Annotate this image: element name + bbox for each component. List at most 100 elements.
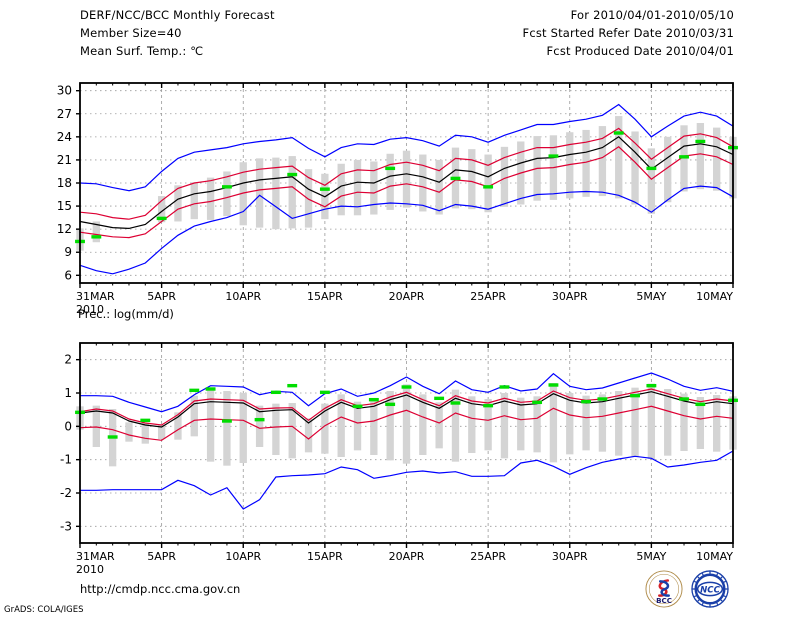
observed-markers xyxy=(75,131,738,244)
spread-box xyxy=(141,423,149,444)
member-size-label: Member Size=40 xyxy=(80,26,182,40)
spread-box xyxy=(386,153,394,210)
spread-box xyxy=(419,154,427,212)
spread-box xyxy=(353,401,362,451)
spread-box xyxy=(566,132,574,199)
spread-box xyxy=(402,150,411,208)
spread-box xyxy=(566,393,574,455)
spread-box xyxy=(157,425,166,439)
website-url[interactable]: http://cmdp.ncc.cma.gov.cn xyxy=(80,582,241,596)
forecast-produced-date: Fcst Produced Date 2010/04/01 xyxy=(546,44,734,58)
precipitation-axis-label: Prec.: log(mm/d) xyxy=(78,307,174,321)
y-tick-label: -3 xyxy=(60,519,72,533)
y-tick-label: 1 xyxy=(64,386,72,400)
y-tick-label: 15 xyxy=(57,199,72,213)
spread-box xyxy=(288,403,296,459)
y-tick-label: 30 xyxy=(57,84,72,98)
spread-box xyxy=(190,182,198,220)
spread-box xyxy=(468,149,476,210)
spread-box xyxy=(321,403,329,454)
spread-box xyxy=(696,397,705,449)
x-tick-label: 10APR xyxy=(225,550,261,563)
spread-box xyxy=(370,161,378,215)
series-line-mean xyxy=(79,391,734,428)
x-tick-label: 5APR xyxy=(147,290,176,303)
spread-boxes xyxy=(76,383,737,467)
x-axis-year-label: 2010 xyxy=(76,303,104,316)
y-tick-label: -1 xyxy=(60,453,72,467)
spread-box xyxy=(615,391,623,456)
forecast-range-label: For 2010/04/01-2010/05/10 xyxy=(570,8,734,22)
page-title: DERF/NCC/BCC Monthly Forecast xyxy=(80,8,275,22)
chart-panel-precipitation: -3 -2 -1 0 1 2 31MAR 5APR 10APR 15APR 20APR 25APR 30… xyxy=(60,342,738,576)
series-line-p25 xyxy=(79,405,734,441)
series-line-max xyxy=(79,103,734,192)
grads-credit: GrADS: COLA/IGES xyxy=(4,605,84,615)
spread-box xyxy=(435,159,443,215)
spread-box xyxy=(680,393,688,451)
x-tick-label: 15APR xyxy=(307,550,343,563)
forecast-refer-date: Fcst Started Refer Date 2010/03/31 xyxy=(522,26,734,40)
x-tick-label: 5MAY xyxy=(636,550,666,563)
spread-box xyxy=(174,412,182,440)
y-tick-label: -2 xyxy=(60,486,72,500)
series-line-p75 xyxy=(79,388,734,426)
spread-box xyxy=(370,399,378,455)
spread-box xyxy=(696,123,705,190)
x-tick-label: 5APR xyxy=(147,550,176,563)
spread-box xyxy=(484,154,492,213)
x-tick-label: 30APR xyxy=(552,290,588,303)
spread-box xyxy=(239,162,247,226)
chart-panel-temperature: 6 9 12 15 18 21 24 27 30 31MAR 5APR 10APR 15APR 20APR… xyxy=(57,82,738,316)
x-tick-label: 5MAY xyxy=(636,290,666,303)
svg-text:NCC: NCC xyxy=(700,585,720,595)
x-tick-label: 30APR xyxy=(552,550,588,563)
agency-logos: BCC NCC xyxy=(645,570,740,608)
spread-box xyxy=(223,171,231,217)
spread-box xyxy=(549,383,558,463)
spread-box xyxy=(255,158,264,228)
y-tick-label: 2 xyxy=(64,353,72,367)
x-tick-label: 31MAR xyxy=(76,550,115,563)
series-line-min xyxy=(80,450,734,510)
x-tick-label: 20APR xyxy=(389,550,425,563)
series-line-mean xyxy=(79,136,734,230)
ncc-logo-icon: NCC xyxy=(691,570,729,608)
spread-box xyxy=(582,129,590,197)
spread-box xyxy=(500,393,509,459)
x-tick-label: 20APR xyxy=(389,290,425,303)
spread-box xyxy=(304,418,313,453)
spread-box xyxy=(533,396,541,453)
spread-box xyxy=(174,185,182,222)
spread-box xyxy=(713,127,721,191)
spread-box xyxy=(272,157,280,230)
spread-box xyxy=(598,126,607,197)
spread-box xyxy=(435,402,443,449)
spread-box xyxy=(500,146,509,207)
y-tick-label: 6 xyxy=(64,268,72,282)
spread-box xyxy=(647,148,656,214)
spread-box xyxy=(92,221,100,243)
svg-text:BCC: BCC xyxy=(656,596,672,605)
x-tick-label: 10MAY xyxy=(696,290,733,303)
series-line-p75 xyxy=(79,127,734,220)
spread-box xyxy=(615,116,623,199)
spread-box xyxy=(223,391,231,466)
spread-box xyxy=(631,387,639,457)
x-tick-label: 31MAR xyxy=(76,290,115,303)
spread-box xyxy=(517,397,525,451)
y-tick-label: 0 xyxy=(64,419,72,433)
spread-box xyxy=(337,163,345,216)
series-line-p25 xyxy=(79,146,734,239)
variable-label: Mean Surf. Temp.: ℃ xyxy=(80,44,204,58)
observed-markers xyxy=(75,383,738,439)
x-axis-year-label: 2010 xyxy=(76,563,104,576)
bcc-logo-icon: BCC xyxy=(645,570,683,608)
spread-box xyxy=(484,399,492,451)
spread-box xyxy=(664,136,672,203)
y-tick-label: 12 xyxy=(57,222,72,236)
series-line-max xyxy=(80,372,734,413)
spread-box xyxy=(206,389,215,462)
spread-box xyxy=(647,383,656,459)
